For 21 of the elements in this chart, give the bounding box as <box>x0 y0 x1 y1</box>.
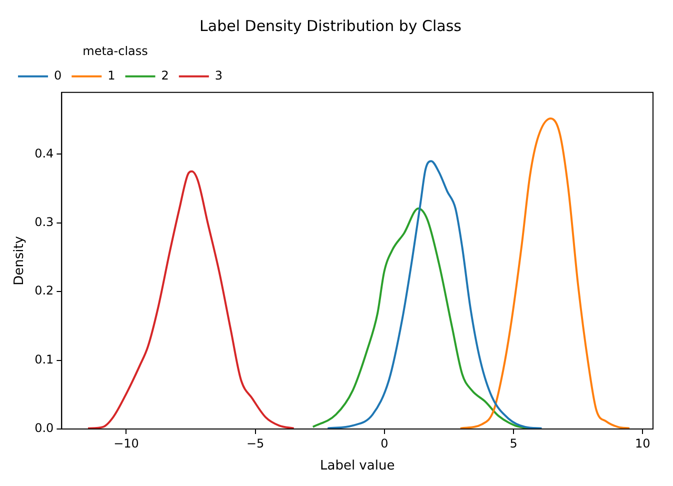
y-tick-label: 0.2 <box>34 284 54 298</box>
legend-label: 1 <box>108 68 116 83</box>
legend-label: 3 <box>214 68 223 83</box>
y-tick-label: 0.0 <box>34 421 54 436</box>
y-tick-label: 0.4 <box>34 146 54 160</box>
x-tick-label: −5 <box>246 436 264 450</box>
chart-title: Label Density Distribution by Class <box>200 16 462 35</box>
legend-label: 0 <box>54 68 62 83</box>
x-tick-label: 5 <box>510 436 518 450</box>
line-series <box>326 160 543 429</box>
x-tick-label: 10 <box>635 436 650 450</box>
y-tick-label: 0.1 <box>34 352 54 366</box>
y-axis-title: Density <box>12 236 28 286</box>
x-tick-label: −10 <box>114 436 139 450</box>
line-series <box>87 170 295 429</box>
y-tick-label: 0.3 <box>34 215 54 230</box>
legend-label: 2 <box>161 68 169 83</box>
x-tick-label: 0 <box>380 436 388 450</box>
x-axis-title: Label value <box>320 458 395 474</box>
legend-title: meta-class <box>82 44 148 58</box>
line-series <box>459 118 631 429</box>
